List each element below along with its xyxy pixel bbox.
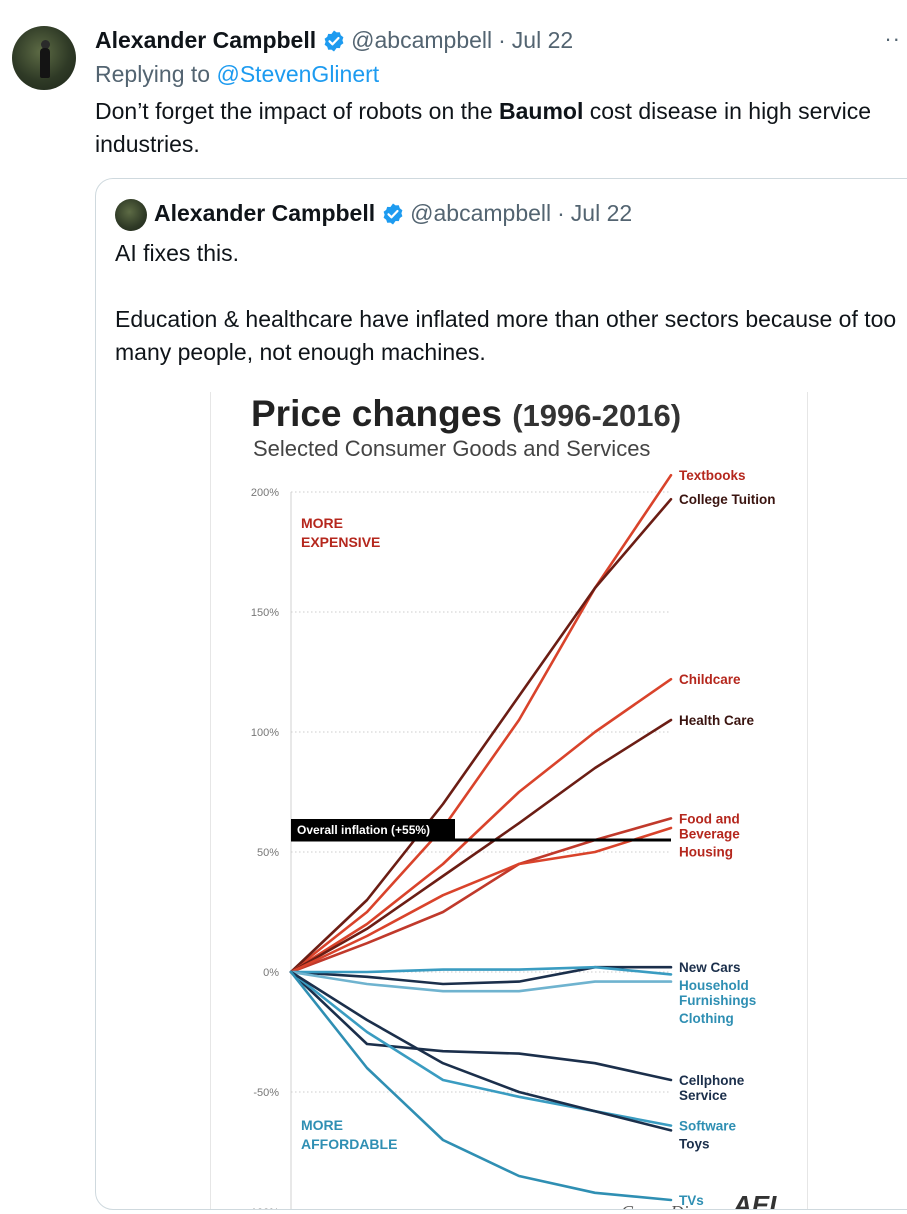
series-line	[289, 817, 673, 974]
region-label-affordable: MORE	[301, 1117, 343, 1133]
tweet-text-part: cost disease in high service industries.	[95, 98, 872, 157]
tweet-date[interactable]: Jul 22	[511, 27, 574, 53]
reply-mention-link[interactable]: @StevenGlinert	[216, 61, 380, 87]
series-label: TVs	[679, 1193, 704, 1208]
series-label: Clothing	[679, 1011, 734, 1026]
inflation-label: Overall inflation (+55%)	[297, 823, 430, 837]
inflation-label-box	[291, 819, 455, 841]
series-line	[289, 677, 673, 974]
author-avatar[interactable]	[12, 26, 76, 90]
chart-subtitle: Selected Consumer Goods and Services	[253, 436, 650, 461]
avatar-figure-body	[40, 48, 50, 78]
y-tick-label: 200%	[251, 487, 279, 499]
quoted-tweet-date: Jul 22	[570, 200, 633, 226]
region-label-expensive: MORE	[301, 515, 343, 531]
series-line	[289, 970, 673, 1127]
quoted-tweet-text: AI fixes this. Education & healthcare ha…	[115, 237, 905, 369]
series-line	[289, 970, 673, 1132]
tweet-text: Don’t forget the impact of robots on the…	[95, 95, 885, 161]
series-line	[289, 718, 673, 974]
verified-badge-icon	[324, 30, 344, 51]
series-line	[289, 970, 673, 993]
price-changes-chart: Price changes (1996-2016)Selected Consum…	[247, 393, 777, 1210]
series-line	[289, 965, 673, 976]
series-label: Toys	[679, 1137, 710, 1152]
series-label: Housing	[679, 844, 733, 859]
y-tick-label: 100%	[251, 727, 279, 739]
quoted-author-handle: @abcampbell	[410, 200, 552, 226]
series-label: Food and	[679, 811, 740, 826]
tweet-header: Alexander Campbell @abcampbell · Jul 22	[95, 27, 573, 54]
y-tick-label: 150%	[251, 607, 279, 619]
y-tick-label: 50%	[257, 847, 279, 859]
replying-to: Replying to @StevenGlinert	[95, 61, 379, 88]
tweet-text-bold: Baumol	[499, 98, 584, 124]
series-line	[289, 826, 673, 974]
series-line	[289, 473, 673, 974]
chart-title-years: (1996-2016)	[512, 398, 681, 433]
verified-badge-icon	[383, 203, 403, 224]
series-label: Furnishings	[679, 993, 756, 1008]
series-label: Household	[679, 978, 749, 993]
quoted-text-line: AI fixes this.	[115, 240, 239, 266]
series-label: New Cars	[679, 960, 741, 975]
series-label: Health Care	[679, 713, 755, 728]
y-tick-label: 0%	[263, 967, 279, 979]
series-label: Childcare	[679, 672, 741, 687]
header-separator: ·	[557, 200, 565, 226]
quoted-author-name: Alexander Campbell	[154, 200, 376, 226]
series-line	[289, 970, 673, 1202]
y-tick-label: -100%	[247, 1207, 279, 1210]
chart-image[interactable]: Price changes (1996-2016) Selected Consum…	[210, 392, 808, 1210]
quoted-author-avatar	[115, 199, 147, 231]
replying-to-label: Replying to	[95, 61, 211, 87]
quoted-tweet-header: Alexander Campbell @abcampbell · Jul 22	[154, 200, 632, 227]
tweet-text-part: Don’t forget the impact of robots on the	[95, 98, 500, 124]
author-handle[interactable]: @abcampbell	[351, 27, 493, 53]
chart-title: Price changes (1996-2016)	[251, 393, 681, 434]
quoted-tweet[interactable]: Alexander Campbell @abcampbell · Jul 22 …	[95, 178, 907, 1210]
author-name[interactable]: Alexander Campbell	[95, 27, 317, 53]
series-label: College Tuition	[679, 492, 776, 507]
region-label-expensive: EXPENSIVE	[301, 534, 380, 550]
region-label-affordable: AFFORDABLE	[301, 1136, 397, 1152]
series-line	[289, 497, 673, 974]
series-label: Textbooks	[679, 468, 746, 483]
series-label: Software	[679, 1119, 737, 1134]
series-line	[289, 970, 673, 1082]
more-options-icon[interactable]: ··	[884, 26, 901, 51]
avatar-figure-head	[41, 40, 50, 49]
series-label: Beverage	[679, 826, 740, 841]
chart-brand: Carpe Diem	[621, 1202, 710, 1210]
header-separator: ·	[498, 27, 506, 53]
quoted-text-line: Education & healthcare have inflated mor…	[115, 306, 897, 365]
y-tick-label: -50%	[253, 1087, 279, 1099]
series-label: Cellphone	[679, 1073, 745, 1088]
series-label: Service	[679, 1088, 728, 1103]
chart-logo: AEI	[732, 1190, 777, 1210]
